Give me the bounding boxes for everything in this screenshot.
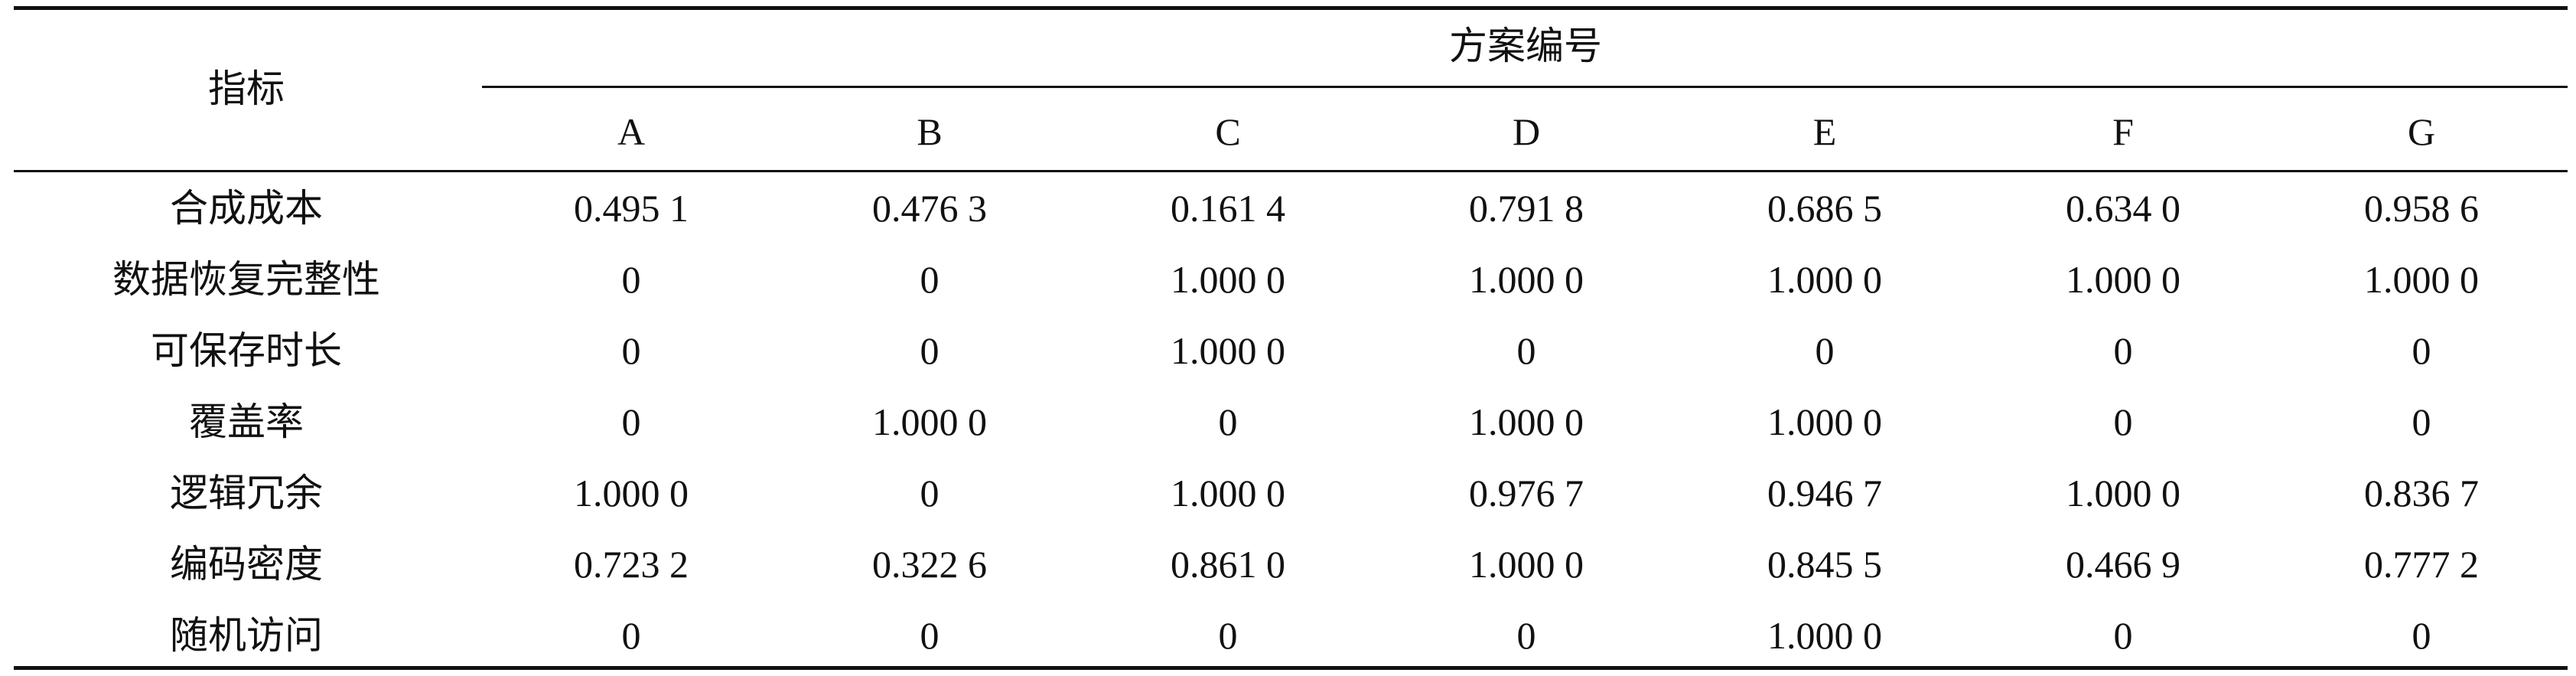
table-cell: 1.000 0 [2066,258,2180,301]
table-cell: 0 [2113,400,2133,443]
table-cell: 0.495 1 [574,187,689,230]
column-header: D [1512,110,1541,153]
row-label: 合成成本 [170,186,323,230]
header-rule [14,170,2568,172]
table-cell: 0 [621,258,641,301]
table-cell: 0.958 6 [2364,187,2479,230]
table-cell: 1.000 0 [1171,329,1285,372]
row-label: 覆盖率 [189,400,304,444]
table-cell: 0 [920,472,940,514]
column-header: E [1812,110,1837,153]
table-cell: 1.000 0 [2364,258,2479,301]
table-cell: 0 [2412,400,2431,443]
table-cell: 0.476 3 [872,187,987,230]
corner-header: 指标 [208,67,285,111]
table-cell: 0.466 9 [2066,543,2180,586]
row-label: 数据恢复完整性 [112,257,380,302]
table-cell: 0 [920,614,940,657]
table-cell: 0.161 4 [1171,187,1285,230]
table-cell: 0.946 7 [1767,472,1882,514]
table-cell: 0.861 0 [1171,543,1285,586]
table-cell: 0.686 5 [1767,187,1882,230]
table-cell: 1.000 0 [1767,258,1882,301]
table-cell: 1.000 0 [2066,472,2180,514]
table-cell: 0 [920,258,940,301]
bottom-rule [14,666,2568,670]
table-cell: 0 [1815,329,1835,372]
table-cell: 1.000 0 [1767,614,1882,657]
row-label: 逻辑冗余 [170,471,323,515]
table-cell: 0 [621,400,641,443]
table-cell: 0.634 0 [2066,187,2180,230]
table-cell: 1.000 0 [1469,400,1584,443]
column-header: A [617,110,646,153]
table-cell: 0 [621,614,641,657]
table-cell: 0.845 5 [1767,543,1882,586]
table-cell: 0.723 2 [574,543,689,586]
column-header: G [2407,110,2436,153]
group-header: 方案编号 [1449,24,1602,68]
table-cell: 0 [920,329,940,372]
table-cell: 0 [2113,614,2133,657]
table-cell: 1.000 0 [1171,258,1285,301]
table-cell: 0 [1218,614,1238,657]
group-header-rule [482,86,2568,88]
table-cell: 0 [1516,329,1536,372]
column-header: C [1215,110,1241,153]
table-cell: 0 [1218,400,1238,443]
row-label: 可保存时长 [151,328,342,373]
row-label: 随机访问 [170,613,323,658]
column-header: F [2112,110,2134,153]
row-label: 编码密度 [170,542,323,586]
table-cell: 1.000 0 [872,400,987,443]
table-cell: 1.000 0 [1767,400,1882,443]
table-cell: 0.976 7 [1469,472,1584,514]
table-cell: 0.322 6 [872,543,987,586]
table-cell: 0.791 8 [1469,187,1584,230]
table-cell: 0.836 7 [2364,472,2479,514]
table-cell: 1.000 0 [1469,258,1584,301]
table-cell: 0 [2412,614,2431,657]
column-header: B [917,110,943,153]
table-cell: 0 [621,329,641,372]
table-cell: 0 [2113,329,2133,372]
table-cell: 1.000 0 [1469,543,1584,586]
table-cell: 0 [2412,329,2431,372]
table-cell: 0 [1516,614,1536,657]
table-cell: 1.000 0 [1171,472,1285,514]
top-rule [14,6,2568,10]
table-cell: 1.000 0 [574,472,689,514]
table-cell: 0.777 2 [2364,543,2479,586]
